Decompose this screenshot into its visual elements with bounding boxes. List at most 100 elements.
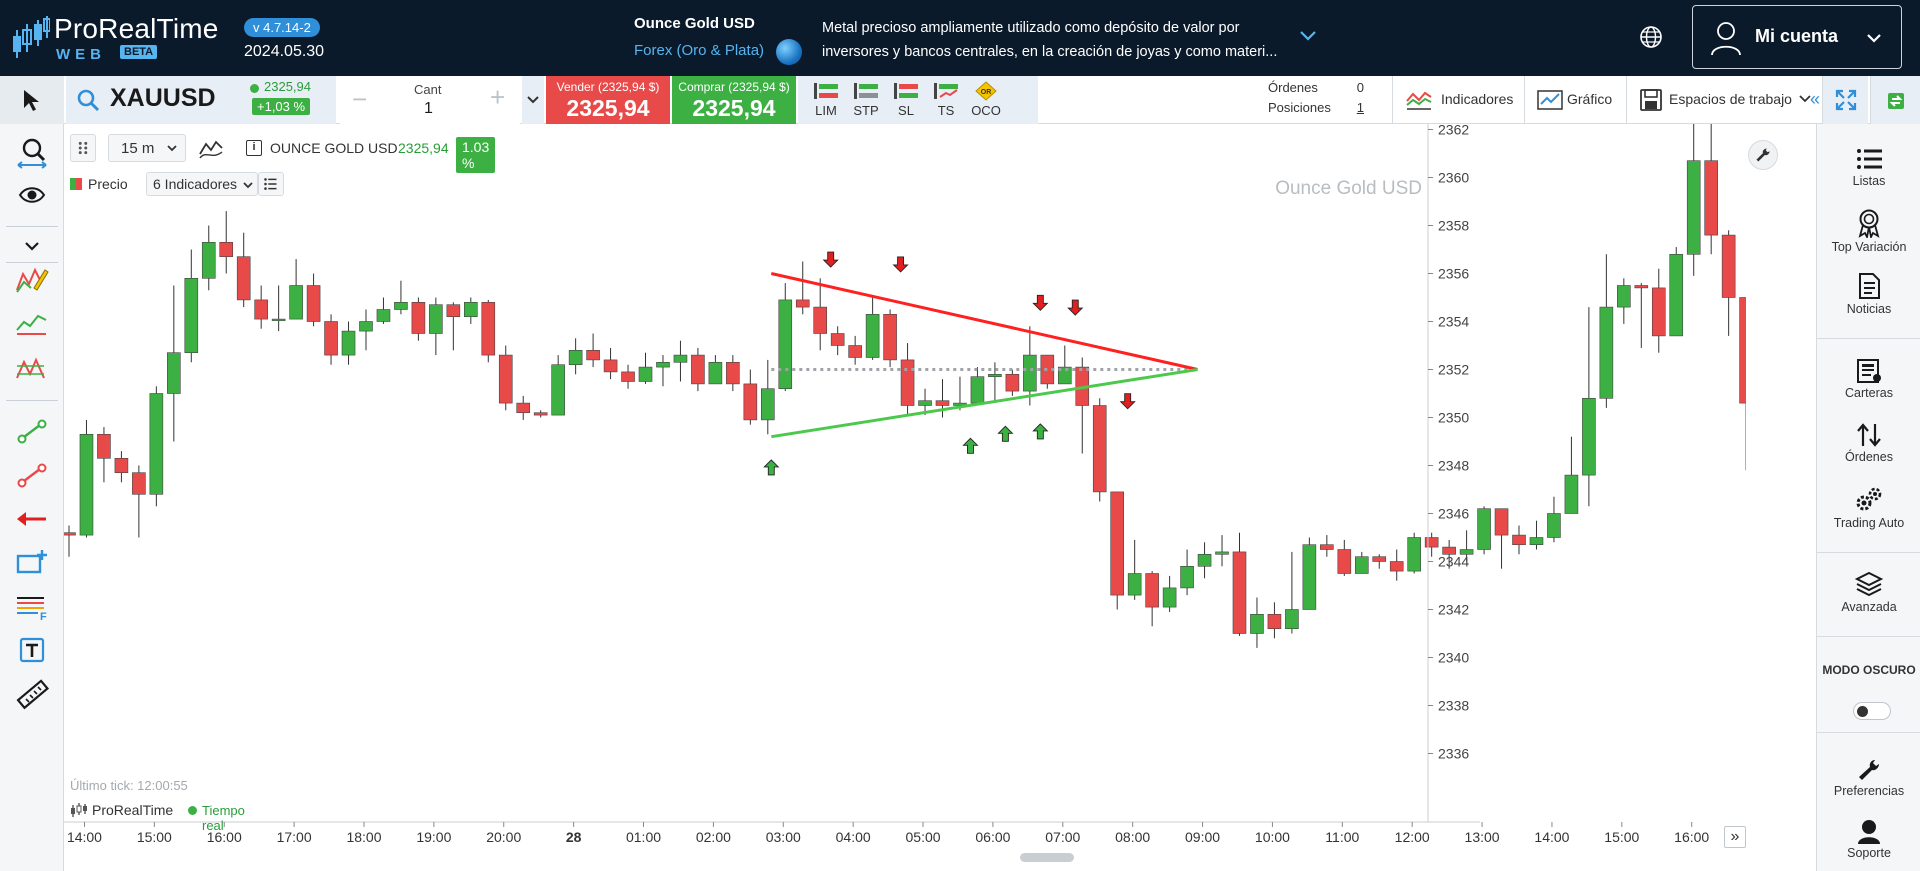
candle: [900, 343, 915, 416]
candle-body: [970, 376, 985, 404]
candle-body: [236, 256, 251, 301]
instrument-description: Metal precioso ampliamente utilizado com…: [822, 20, 1278, 60]
instrument-name: Ounce Gold USD: [634, 15, 755, 32]
candle: [691, 347, 705, 392]
trend-line-icon[interactable]: [14, 308, 50, 342]
zoom-search-icon[interactable]: [14, 136, 50, 170]
legend-price-label[interactable]: Precio: [88, 176, 128, 192]
buy-button[interactable]: Comprar (2325,94 $) 2325,94: [672, 76, 796, 124]
chevron-down-icon: [167, 145, 177, 152]
fullscreen-button[interactable]: [1822, 76, 1868, 124]
instrument-category-link[interactable]: Forex (Oro & Plata): [634, 42, 765, 59]
horizontal-scrollbar[interactable]: [1020, 853, 1074, 862]
candle-body: [1092, 405, 1107, 493]
x-tick-label: 16:00: [1674, 829, 1709, 845]
candle: [429, 297, 443, 356]
qty-dropdown-button[interactable]: [522, 76, 544, 124]
price-chart[interactable]: 2336 2338 2340 2342 2344 2346 2348 2350 2352 2354…: [64, 124, 1778, 871]
pointer-tool-button[interactable]: [0, 76, 64, 124]
pencil-draw-icon[interactable]: [14, 262, 50, 296]
arrow-left-icon[interactable]: [14, 502, 50, 536]
chart-axes: 2336 2338 2340 2342 2344 2346 2348 2350 2352 2354…: [64, 124, 1709, 845]
logo[interactable]: ProRealTime WEB BETA: [12, 12, 232, 68]
candle: [341, 321, 356, 365]
symbol-search[interactable]: XAUUSD 2325,94 +1,03 %: [66, 76, 336, 124]
positions-count[interactable]: 1: [1356, 100, 1364, 115]
oco-order-button[interactable]: OR OCO: [968, 81, 1004, 118]
divider: [1817, 636, 1920, 637]
stop-order-icon: [854, 83, 878, 99]
collapse-order-bar-button[interactable]: «: [1810, 89, 1821, 109]
segment-line-icon[interactable]: [14, 414, 50, 448]
limit-order-button[interactable]: LIM: [808, 81, 844, 118]
candle-body: [1582, 397, 1596, 476]
qty-input[interactable]: 1: [424, 100, 433, 117]
x-tick-label: 16:00: [207, 829, 242, 845]
version-badge[interactable]: v 4.7.14-2: [244, 18, 320, 37]
sidebar-item-portfolios[interactable]: Carteras: [1817, 358, 1920, 400]
account-menu-button[interactable]: Mi cuenta: [1692, 5, 1902, 69]
sidebar-item-orders[interactable]: Órdenes: [1817, 422, 1920, 464]
price-color-swatch: [70, 178, 82, 190]
qty-decrease-button[interactable]: −: [352, 84, 368, 114]
candle-body: [1512, 534, 1526, 546]
chevron-down-icon[interactable]: [14, 230, 50, 264]
cursor-arrow-icon: [24, 90, 39, 111]
stop-order-button[interactable]: STP: [848, 81, 884, 118]
candle: [1599, 254, 1614, 408]
indicators-dropdown[interactable]: 6 Indicadores: [146, 172, 259, 196]
sidebar-item-top-movers[interactable]: Top Variación: [1817, 208, 1920, 254]
wrench-icon[interactable]: [1748, 140, 1778, 170]
drag-handle-icon[interactable]: [70, 134, 96, 162]
eye-icon[interactable]: [14, 178, 50, 212]
sidebar-item-auto-trading[interactable]: Trading Auto: [1817, 486, 1920, 530]
ruler-icon[interactable]: [14, 678, 50, 712]
candle: [603, 347, 618, 380]
last-tick-time: Último tick: 12:00:55: [70, 778, 188, 793]
sidebar-item-advanced[interactable]: Avanzada: [1817, 570, 1920, 614]
candle: [1075, 357, 1090, 454]
text-tool-icon[interactable]: [14, 634, 50, 668]
rectangle-add-icon[interactable]: [14, 546, 50, 580]
sidebar-item-preferences[interactable]: Preferencias: [1817, 758, 1920, 798]
chart-drawings[interactable]: [770, 272, 1198, 439]
order-type-label: STP: [853, 103, 879, 118]
qty-increase-button[interactable]: +: [490, 82, 506, 112]
list-icon[interactable]: [258, 172, 284, 196]
candle: [1459, 530, 1474, 562]
dark-mode-toggle[interactable]: [1853, 702, 1891, 720]
candle-body: [813, 306, 828, 334]
order-type-bar: LIM STP SL TS OR OCO «: [798, 76, 1820, 124]
export-button[interactable]: [1870, 76, 1920, 124]
language-globe-icon[interactable]: [1638, 24, 1664, 50]
chart-button[interactable]: Gráfico: [1524, 76, 1624, 124]
scroll-to-latest-button[interactable]: »: [1724, 826, 1746, 848]
fibonacci-icon[interactable]: F: [14, 590, 50, 624]
candle: [1197, 542, 1212, 579]
ray-line-icon[interactable]: [14, 458, 50, 492]
candle-body: [1424, 537, 1439, 548]
candle-body: [1547, 513, 1561, 538]
indicators-button[interactable]: Indicadores: [1392, 76, 1522, 124]
zigzag-pattern-icon[interactable]: [14, 352, 50, 386]
candle-body: [1320, 544, 1334, 550]
stop-loss-button[interactable]: SL: [888, 81, 924, 118]
workspaces-button[interactable]: Espacios de trabajo: [1626, 76, 1818, 124]
sell-button[interactable]: Vender (2325,94 $) 2325,94: [546, 76, 670, 124]
sidebar-item-support[interactable]: Soporte: [1817, 818, 1920, 860]
chevron-down-icon[interactable]: [1298, 26, 1318, 46]
candle: [743, 369, 758, 425]
sidebar-item-news[interactable]: Noticias: [1817, 272, 1920, 316]
info-icon[interactable]: i: [246, 140, 262, 156]
candle: [79, 419, 94, 538]
candles-logo-icon: [13, 16, 50, 58]
orders-positions-summary[interactable]: Órdenes 0 Posiciones 1: [1268, 80, 1368, 120]
trailing-stop-button[interactable]: TS: [928, 81, 964, 118]
timeframe-select[interactable]: 15 m: [108, 134, 186, 162]
candle-body: [359, 321, 373, 332]
x-tick-label: 19:00: [416, 829, 451, 845]
sidebar-item-lists[interactable]: Listas: [1817, 146, 1920, 188]
chart-style-icon[interactable]: [198, 136, 224, 162]
symbol-change-badge: +1,03 %: [252, 98, 311, 115]
candlestick-chart[interactable]: 2336 2338 2340 2342 2344 2346 2348 2350 2352 2354…: [64, 124, 1746, 871]
